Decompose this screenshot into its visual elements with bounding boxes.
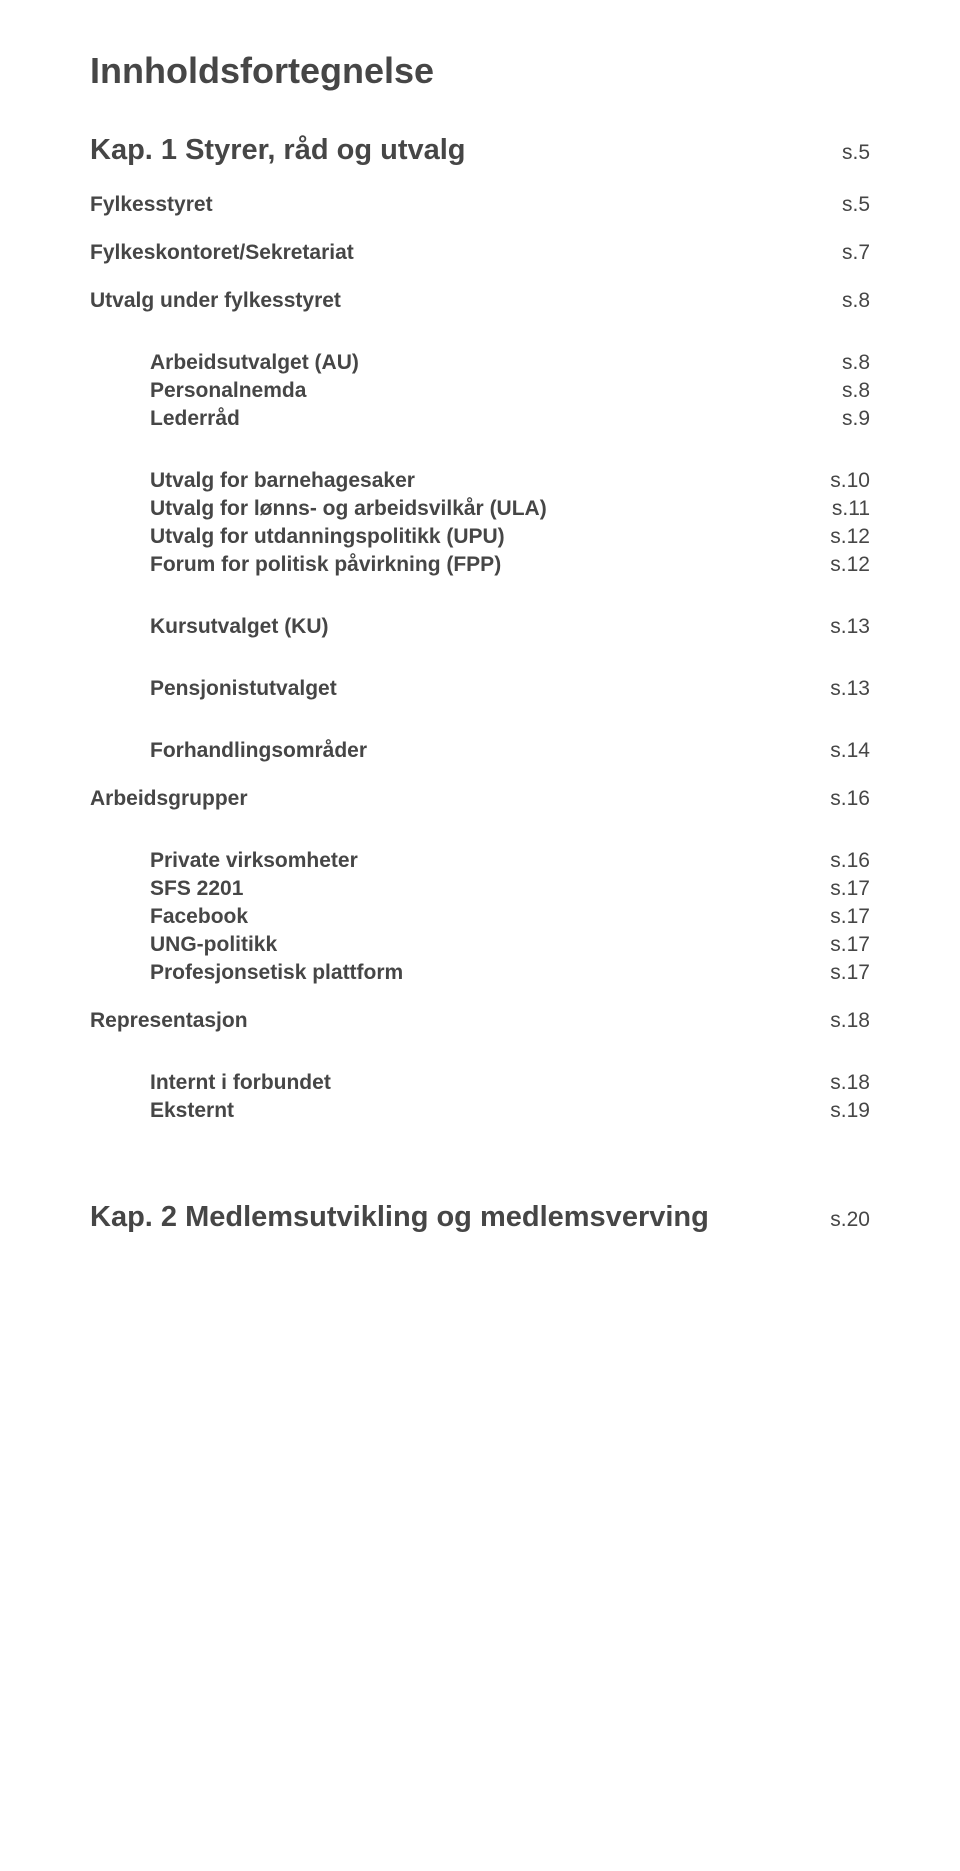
toc-chapter-1: Kap. 1 Styrer, råd og utvalg s.5 <box>90 134 870 167</box>
toc-page: s.10 <box>830 469 870 493</box>
toc-label: Facebook <box>150 905 248 929</box>
toc-page: s.8 <box>842 379 870 403</box>
toc-page: s.12 <box>830 525 870 549</box>
toc-label: Kap. 1 Styrer, råd og utvalg <box>90 134 466 167</box>
toc-entry-profesjonsetisk: Profesjonsetisk plattform s.17 <box>90 961 870 985</box>
toc-label: SFS 2201 <box>150 877 243 901</box>
page-title: Innholdsfortegnelse <box>90 50 870 92</box>
toc-page: s.12 <box>830 553 870 577</box>
toc-page: s.18 <box>830 1071 870 1095</box>
toc-entry-ung: UNG-politikk s.17 <box>90 933 870 957</box>
toc-label: Fylkesstyret <box>90 193 213 217</box>
toc-entry-fylkeskontoret: Fylkeskontoret/Sekretariat s.7 <box>90 241 870 265</box>
toc-label: Utvalg for utdanningspolitikk (UPU) <box>150 525 505 549</box>
toc-entry-utvalg-under: Utvalg under fylkesstyret s.8 <box>90 289 870 313</box>
toc-entry-eksternt: Eksternt s.19 <box>90 1099 870 1123</box>
toc-page: s.19 <box>830 1099 870 1123</box>
toc-page: s.17 <box>830 933 870 957</box>
toc-label: UNG-politikk <box>150 933 277 957</box>
toc-page: s.5 <box>842 141 870 165</box>
toc-entry-fylkesstyret: Fylkesstyret s.5 <box>90 193 870 217</box>
toc-label: Kap. 2 Medlemsutvikling og medlemsvervin… <box>90 1201 709 1234</box>
toc-entry-representasjon: Representasjon s.18 <box>90 1009 870 1033</box>
toc-entry-personalnemda: Personalnemda s.8 <box>90 379 870 403</box>
toc-page: s.16 <box>830 849 870 873</box>
toc-label: Profesjonsetisk plattform <box>150 961 403 985</box>
toc-label: Eksternt <box>150 1099 234 1123</box>
toc-page: s.13 <box>830 615 870 639</box>
toc-label: Private virksomheter <box>150 849 358 873</box>
toc-label: Utvalg for lønns- og arbeidsvilkår (ULA) <box>150 497 547 521</box>
toc-label: Arbeidsutvalget (AU) <box>150 351 359 375</box>
toc-label: Utvalg for barnehagesaker <box>150 469 415 493</box>
toc-label: Pensjonistutvalget <box>150 677 337 701</box>
toc-label: Utvalg under fylkesstyret <box>90 289 341 313</box>
toc-label: Fylkeskontoret/Sekretariat <box>90 241 354 265</box>
toc-page: s.20 <box>830 1208 870 1232</box>
toc-entry-kursutvalget: Kursutvalget (KU) s.13 <box>90 615 870 639</box>
toc-page: s.13 <box>830 677 870 701</box>
toc-label: Forhandlingsområder <box>150 739 367 763</box>
toc-page: s.16 <box>830 787 870 811</box>
toc-entry-sfs: SFS 2201 s.17 <box>90 877 870 901</box>
toc-label: Internt i forbundet <box>150 1071 331 1095</box>
toc-page: s.18 <box>830 1009 870 1033</box>
toc-entry-utvalg-lonns: Utvalg for lønns- og arbeidsvilkår (ULA)… <box>90 497 870 521</box>
toc-page: s.7 <box>842 241 870 265</box>
toc-entry-lederrad: Lederråd s.9 <box>90 407 870 431</box>
toc-entry-internt: Internt i forbundet s.18 <box>90 1071 870 1095</box>
toc-label: Lederråd <box>150 407 240 431</box>
toc-page: s.14 <box>830 739 870 763</box>
toc-page: s.17 <box>830 905 870 929</box>
toc-page: s.17 <box>830 961 870 985</box>
toc-label: Arbeidsgrupper <box>90 787 248 811</box>
toc-entry-private-virk: Private virksomheter s.16 <box>90 849 870 873</box>
toc-page: s.17 <box>830 877 870 901</box>
toc-entry-forum-politisk: Forum for politisk påvirkning (FPP) s.12 <box>90 553 870 577</box>
toc-entry-forhandling: Forhandlingsområder s.14 <box>90 739 870 763</box>
toc-page: s.8 <box>842 351 870 375</box>
toc-page: s.8 <box>842 289 870 313</box>
toc-entry-facebook: Facebook s.17 <box>90 905 870 929</box>
toc-label: Personalnemda <box>150 379 306 403</box>
toc-entry-utvalg-utdanning: Utvalg for utdanningspolitikk (UPU) s.12 <box>90 525 870 549</box>
toc-entry-utvalg-barnehage: Utvalg for barnehagesaker s.10 <box>90 469 870 493</box>
toc-page: s.11 <box>832 497 870 521</box>
toc-label: Representasjon <box>90 1009 248 1033</box>
toc-entry-pensjonist: Pensjonistutvalget s.13 <box>90 677 870 701</box>
toc-chapter-2: Kap. 2 Medlemsutvikling og medlemsvervin… <box>90 1201 870 1234</box>
toc-entry-arbeidsutvalget: Arbeidsutvalget (AU) s.8 <box>90 351 870 375</box>
toc-entry-arbeidsgrupper: Arbeidsgrupper s.16 <box>90 787 870 811</box>
toc-page: s.5 <box>842 193 870 217</box>
toc-page: s.9 <box>842 407 870 431</box>
toc-label: Forum for politisk påvirkning (FPP) <box>150 553 501 577</box>
toc-label: Kursutvalget (KU) <box>150 615 329 639</box>
